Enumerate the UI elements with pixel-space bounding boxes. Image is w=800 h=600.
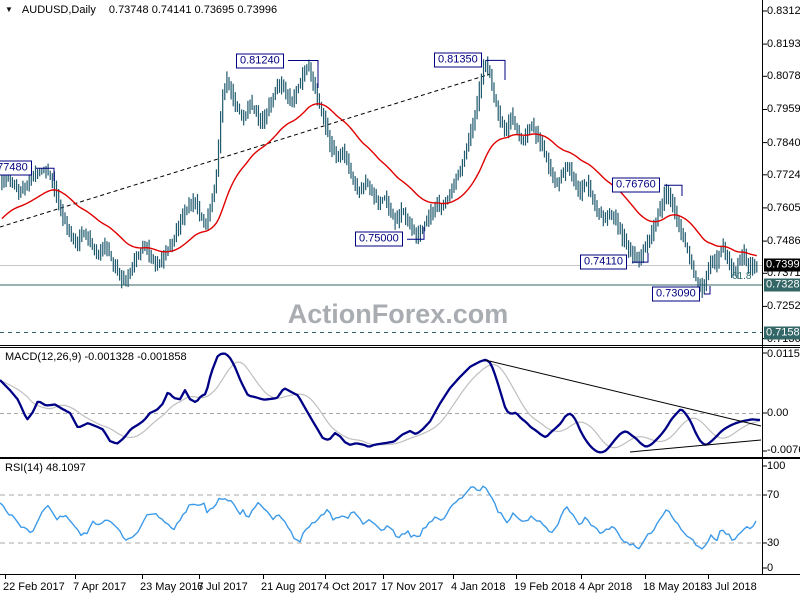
date-label: 4 Apr 2018 [579, 581, 633, 593]
macd-axis-label: 0.00 [767, 407, 789, 419]
date-tick-mark [75, 575, 76, 579]
date-label: 4 Jan 2018 [451, 581, 506, 593]
macd-axis-label: 0.011508 [767, 348, 800, 360]
date-tick-mark [516, 575, 517, 579]
swing-price-label: 0.81350 [434, 52, 482, 68]
y-axis-price-label: 0.77245 [767, 168, 800, 181]
swing-price-label: 0.75000 [355, 231, 403, 247]
symbol-timeframe-label: AUDUSD,Daily [21, 4, 96, 16]
date-tick-mark [645, 575, 646, 579]
date-label: 6 Jul 2017 [197, 581, 248, 593]
y-axis-price-label: 0.81935 [767, 38, 800, 51]
rsi-indicator-label: RSI(14) 48.1097 [5, 462, 86, 474]
date-tick-mark [708, 575, 709, 579]
date-label: 21 Aug 2017 [261, 581, 323, 593]
swing-price-label: 0.73090 [652, 286, 700, 302]
price-flag: 0.71580 [764, 326, 800, 340]
date-label: 3 Jul 2018 [706, 581, 757, 593]
date-tick-mark [325, 575, 326, 579]
ohlc-values: 0.73748 0.74141 0.73695 0.73996 [108, 4, 278, 16]
date-tick-mark [453, 575, 454, 579]
fib-61.8-label: 61.8 [732, 271, 752, 282]
rsi-axis-label: 30 [767, 537, 780, 549]
y-axis-price-label: 0.83125 [767, 5, 800, 17]
macd-panel-canvas[interactable] [0, 347, 800, 458]
date-label: 18 May 2018 [643, 581, 707, 593]
date-tick-mark [581, 575, 582, 579]
date-label: 17 Nov 2017 [381, 581, 444, 593]
date-label: 7 Apr 2017 [73, 581, 127, 593]
date-label: 19 Feb 2018 [514, 581, 576, 593]
date-label: 22 Feb 2017 [3, 581, 65, 593]
main-chart-canvas[interactable] [0, 0, 800, 347]
y-axis-price-label: 0.76055 [767, 201, 800, 214]
chart-title: ▼ AUDUSD,Daily 0.73748 0.74141 0.73695 0.7… [5, 4, 277, 16]
symbol-dropdown-icon[interactable]: ▼ [5, 5, 13, 14]
date-label: 4 Oct 2017 [323, 581, 377, 593]
macd-indicator-label: MACD(12,26,9) -0.001328 -0.001858 [5, 351, 187, 363]
actionforex-watermark: ActionForex.com [287, 299, 509, 329]
date-tick-mark [199, 575, 200, 579]
rsi-panel-canvas[interactable] [0, 458, 800, 575]
swing-price-label: 0.74110 [580, 254, 627, 270]
rsi-axis-label: 100 [767, 460, 786, 472]
rsi-axis-label: 70 [767, 489, 780, 501]
date-tick-mark [263, 575, 264, 579]
macd-axis-label: -0.007694 [767, 444, 800, 456]
date-label: 23 May 2017 [140, 581, 204, 593]
swing-price-label: 0.81240 [236, 53, 284, 68]
date-tick-mark [142, 575, 143, 579]
date-tick-mark [5, 575, 6, 579]
price-flag: 0.73996 [764, 258, 800, 272]
swing-price-label: 0.76760 [612, 177, 660, 193]
swing-price-label: 0.77480 [0, 160, 32, 176]
date-tick-mark [383, 575, 384, 579]
rsi-axis-label: 0 [767, 562, 774, 574]
y-axis-price-label: 0.74865 [767, 235, 800, 248]
